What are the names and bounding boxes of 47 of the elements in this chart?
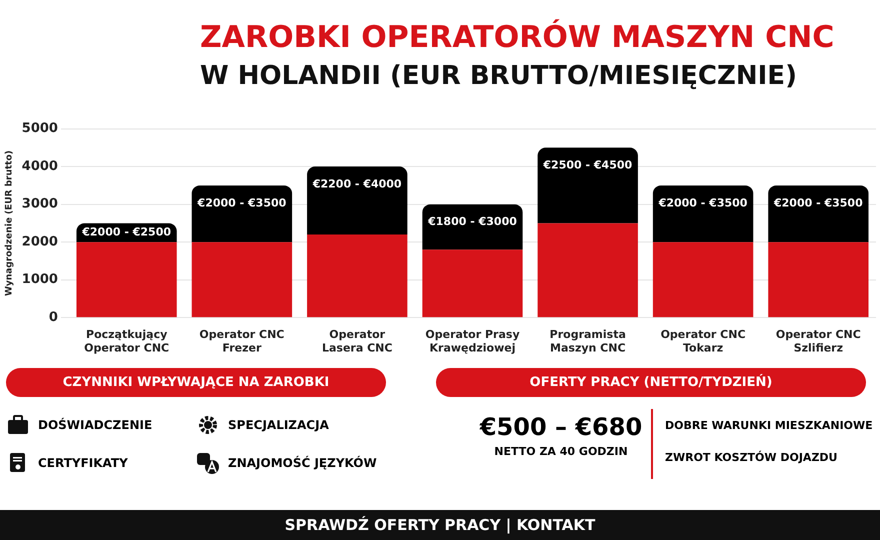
bar — [768, 242, 869, 318]
bar — [652, 185, 754, 242]
text: CZYNNIKI WPŁYWAJĄCE NA ZAROBKI — [62, 375, 330, 390]
bar — [652, 242, 754, 318]
text: SPECJALIZACJA — [228, 418, 329, 432]
x-tick-label: Operator CNC Tokarz — [660, 328, 746, 354]
text: OFERTY PRACY (NETTO/TYDZIEŃ) — [530, 375, 772, 390]
chart-title: ZAROBKI OPERATORÓW MASZYN CNC — [200, 18, 836, 57]
annotation: €1800 - €3000 — [427, 215, 518, 228]
text: €500 – €680 — [480, 413, 642, 441]
annotation: €2000 - €3500 — [772, 196, 864, 210]
x-tick-label: Operator Prasy Krawędziowej — [425, 328, 520, 354]
bar — [307, 234, 408, 318]
bar — [422, 204, 523, 250]
bar — [768, 185, 869, 242]
y-tick-label: 2000 — [22, 234, 58, 250]
bar — [422, 250, 523, 318]
x-tick-label: Operator CNC Szlifierz — [776, 328, 861, 354]
text: ZNAJOMOŚĆ JĘZYKÓW — [228, 456, 377, 470]
bar — [192, 242, 292, 318]
x-tick-label: Operator CNC Frezer — [199, 328, 284, 354]
text: SPRAWDŹ OFERTY PRACY | KONTAKT — [284, 516, 596, 534]
bar — [76, 242, 177, 318]
text: ZWROT KOSZTÓW DOJAZDU — [665, 450, 838, 464]
y-tick-label: 5000 — [22, 121, 58, 136]
x-tick-label: Operator Lasera CNC — [322, 328, 392, 354]
y-axis-title: Wynagrodzenie (EUR brutto) — [4, 150, 15, 296]
y-tick-label: 4000 — [22, 158, 58, 174]
chart-subtitle: W HOLANDII (EUR BRUTTO/MIESIĘCZNIE) — [200, 60, 798, 93]
y-tick-label: 3000 — [22, 196, 58, 212]
x-tick-label: Początkujący Operator CNC — [84, 328, 170, 354]
annotation: €2500 - €4500 — [542, 158, 633, 172]
bar — [538, 223, 638, 318]
bar — [307, 166, 408, 235]
text: NETTO ZA 40 GODZIN — [494, 445, 628, 458]
bar — [538, 148, 638, 224]
text: DOŚWIADCZENIE — [38, 418, 152, 432]
annotation: €2000 - €2500 — [81, 226, 172, 238]
y-tick-label: 0 — [48, 310, 58, 325]
annotation: €2200 - €4000 — [312, 177, 402, 190]
bar — [192, 185, 292, 242]
text: DOBRE WARUNKI MIESZKANIOWE — [665, 418, 873, 432]
y-tick-label: 1000 — [22, 272, 58, 288]
annotation: €2000 - €3500 — [196, 196, 287, 210]
text: CERTYFIKATY — [38, 456, 128, 470]
x-tick-label: Programista Maszyn CNC — [550, 328, 626, 354]
annotation: €2000 - €3500 — [658, 196, 748, 210]
